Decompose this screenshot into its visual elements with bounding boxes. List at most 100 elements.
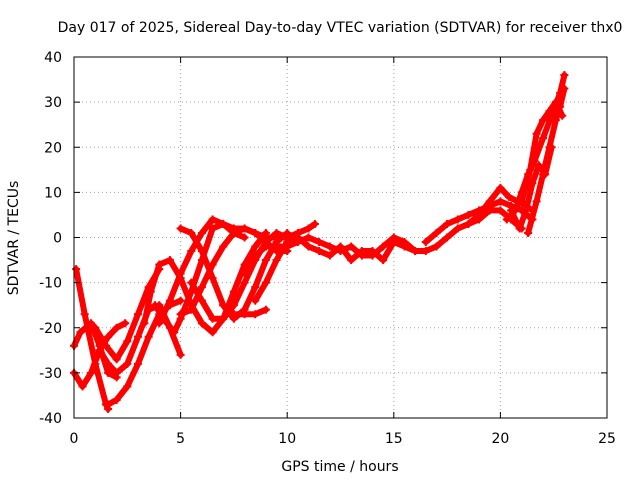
data-point-marker [91,323,100,332]
data-point-marker [357,251,366,260]
data-point-marker [240,269,249,278]
chart-title: Day 017 of 2025, Sidereal Day-to-day VTE… [58,20,623,36]
data-point-marker [251,228,260,237]
data-point-marker [539,134,548,143]
data-point-marker [104,359,113,368]
data-point-marker [325,242,334,251]
data-point-marker [101,341,110,350]
data-point-marker [197,247,206,256]
y-tick-label: 20 [44,140,62,156]
data-point-marker [251,251,260,260]
data-point-marker [159,314,168,323]
data-point-marker [545,143,554,152]
data-point-marker [251,310,260,319]
data-point-marker [240,278,249,287]
data-point-marker [76,328,85,337]
data-point-marker [176,310,185,319]
data-point-marker [87,319,96,328]
data-point-marker [123,359,132,368]
data-point-marker [272,256,281,265]
plot-frame [73,56,608,419]
data-point-marker [551,116,560,125]
x-tick-label: 25 [598,431,616,447]
series-layer [70,71,569,413]
data-point-marker [411,247,420,256]
data-point-marker [165,256,174,265]
data-point-marker [389,233,398,242]
y-tick-label: -20 [39,321,62,337]
data-point-marker [140,319,149,328]
data-point-marker [87,368,96,377]
x-tick-label: 20 [491,431,509,447]
data-point-marker [240,224,249,233]
data-point-marker [208,224,217,233]
x-tick-label: 15 [385,431,403,447]
data-point-marker [515,224,524,233]
data-point-marker [176,269,185,278]
data-point-marker [560,84,569,93]
data-point-marker [558,111,567,120]
data-point-marker [104,400,113,409]
data-point-marker [517,197,526,206]
data-point-marker [368,251,377,260]
data-point-marker [165,296,174,305]
data-point-marker [121,319,130,328]
data-point-marker [511,206,520,215]
data-point-marker [304,242,313,251]
data-point-marker [421,238,430,247]
data-point-marker [229,301,238,310]
data-point-marker [534,161,543,170]
data-point-marker [155,260,164,269]
data-point-marker [219,314,228,323]
data-point-marker [539,170,548,179]
data-point-marker [229,228,238,237]
data-point-marker [251,242,260,251]
data-point-marker [229,310,238,319]
data-point-marker [261,305,270,314]
data-point-marker [133,332,142,341]
data-point-marker [112,355,121,364]
data-point-marker [560,71,569,80]
data-point-marker [304,224,313,233]
data-point-marker [304,233,313,242]
data-point-marker [496,197,505,206]
data-point-marker [72,265,81,274]
data-point-marker [78,382,87,391]
data-point-marker [197,296,206,305]
data-point-marker [432,242,441,251]
data-point-marker [112,395,121,404]
data-point-marker [197,319,206,328]
data-point-marker [528,179,537,188]
data-point-marker [197,283,206,292]
data-point-marker [532,197,541,206]
data-point-marker [197,228,206,237]
data-point-marker [464,210,473,219]
data-point-marker [453,224,462,233]
data-point-marker [347,242,356,251]
y-tick-label: 10 [44,185,62,201]
data-point-marker [187,305,196,314]
data-point-marker [504,192,513,201]
data-point-marker [475,210,484,219]
data-point-marker [502,215,511,224]
data-point-marker [251,283,260,292]
data-point-marker [521,206,530,215]
data-point-marker [496,206,505,215]
data-point-marker [80,310,89,319]
data-point-marker [315,247,324,256]
data-point-marker [443,233,452,242]
y-axis: -40 -30 -20 -10 0 10 20 30 40 [39,50,607,427]
data-point-marker [112,368,121,377]
data-point-marker [229,287,238,296]
data-point-marker [272,242,281,251]
y-tick-label: -30 [39,366,62,382]
data-point-marker [219,219,228,228]
data-point-marker [208,314,217,323]
data-point-marker [133,359,142,368]
x-axis: 0 5 10 15 20 25 [70,57,616,447]
data-point-marker [400,238,409,247]
data-point-marker [187,247,196,256]
data-point-marker [240,233,249,242]
data-point-marker [443,219,452,228]
